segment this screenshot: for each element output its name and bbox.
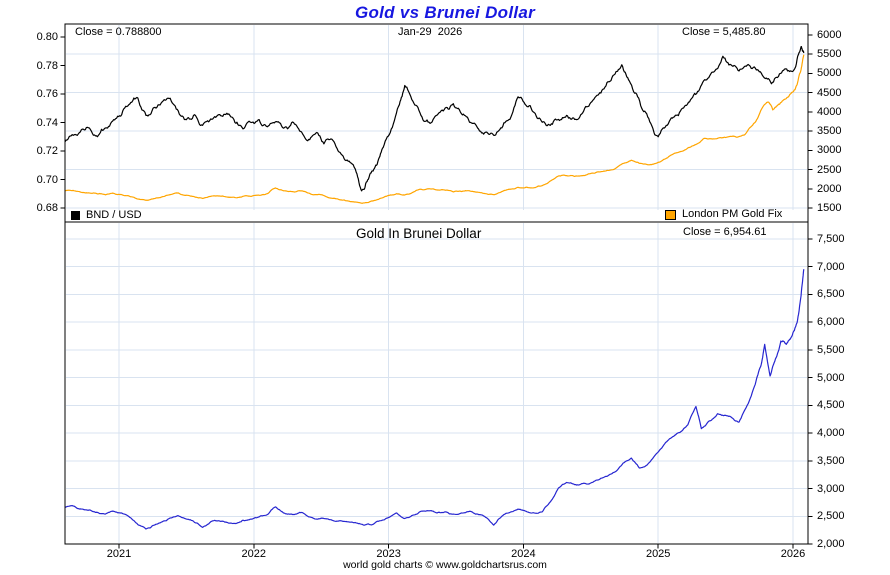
legend-gold-label: London PM Gold Fix	[682, 208, 783, 220]
bottom-right-tick-label: 5,500	[817, 343, 845, 356]
footer-credit: world gold charts © www.goldchartsrus.co…	[343, 559, 547, 571]
x-axis-year-label: 2021	[106, 548, 132, 560]
bottom-right-tick-label: 7,500	[817, 233, 845, 245]
bottom-panel-title: Gold In Brunei Dollar	[356, 226, 482, 241]
top-right-tick-label: 2000	[817, 182, 842, 195]
top-right-tick-label: 1500	[817, 202, 842, 214]
top-left-tick-label: 0.74	[36, 116, 58, 129]
gold-swatch-icon	[665, 209, 676, 220]
bottom-right-tick-label: 3,500	[817, 454, 845, 467]
bottom-right-tick-label: 3,000	[817, 482, 845, 495]
chart-title: Gold vs Brunei Dollar	[354, 3, 536, 22]
top-right-tick-label: 4000	[817, 105, 842, 118]
top-left-tick-label: 0.80	[36, 31, 58, 43]
top-close-gold-label: Close = 5,485.80	[682, 26, 766, 38]
top-right-tick-label: 6000	[817, 29, 842, 41]
top-left-tick-label: 0.72	[36, 145, 58, 157]
bottom-right-tick-label: 5,000	[817, 371, 845, 384]
x-axis-year-label: 2024	[511, 548, 536, 560]
x-axis-year-label: 2026	[780, 548, 806, 560]
top-right-tick-label: 5000	[817, 67, 842, 80]
x-axis-year-label: 2025	[645, 548, 671, 560]
bottom-right-tick-label: 6,000	[817, 316, 845, 329]
bnd-swatch-icon	[71, 211, 80, 220]
bottom-right-tick-label: 6,500	[817, 288, 845, 301]
top-right-tick-label: 4500	[817, 86, 842, 99]
top-left-tick-label: 0.78	[36, 59, 58, 72]
bottom-close-label: Close = 6,954.61	[683, 226, 767, 238]
legend-bnd-label: BND / USD	[86, 209, 142, 221]
top-close-bnd-label: Close = 0.788800	[75, 26, 162, 38]
top-left-tick-label: 0.68	[36, 202, 58, 214]
date-label: Jan-29 2026	[398, 26, 463, 38]
bottom-right-tick-label: 2,000	[817, 538, 845, 550]
top-right-tick-label: 2500	[817, 163, 842, 176]
top-right-tick-label: 3500	[817, 125, 842, 138]
series-gold-in-brunei-dollar	[65, 269, 805, 530]
top-right-tick-label: 5500	[817, 48, 842, 61]
bottom-right-tick-label: 4,000	[817, 427, 845, 440]
series-london-pm-gold-fix	[65, 54, 805, 204]
bottom-right-tick-label: 7,000	[817, 260, 845, 273]
bottom-right-tick-label: 4,500	[817, 399, 845, 412]
x-axis-year-label: 2022	[241, 548, 267, 560]
legend-london-pm-gold-fix: London PM Gold Fix	[665, 209, 782, 220]
bottom-right-tick-label: 2,500	[817, 510, 845, 523]
top-right-tick-label: 3000	[817, 144, 842, 157]
series-bnd-usd	[65, 45, 805, 192]
x-axis-year-label: 2023	[376, 548, 401, 560]
top-left-tick-label: 0.76	[36, 88, 58, 100]
legend-bnd-usd: BND / USD	[71, 210, 142, 221]
top-left-tick-label: 0.70	[36, 173, 58, 186]
